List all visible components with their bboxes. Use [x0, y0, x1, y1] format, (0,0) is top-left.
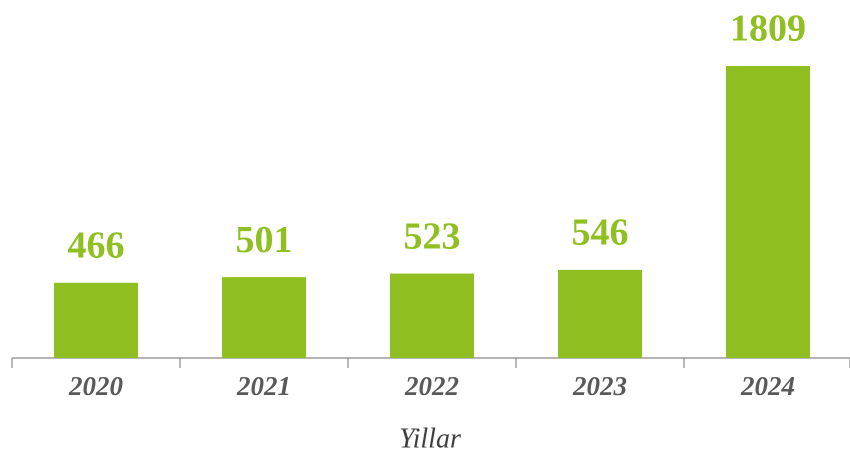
value-label: 501 [236, 219, 293, 261]
x-tick-label: 2023 [572, 371, 627, 401]
bar [54, 282, 138, 358]
bar [390, 273, 474, 358]
bar [222, 277, 306, 358]
bar [558, 269, 642, 358]
value-label: 546 [572, 212, 629, 254]
bar [726, 66, 810, 358]
x-tick-label: 2021 [236, 371, 291, 401]
x-tick-label: 2022 [404, 371, 459, 401]
x-tick-label: 2024 [740, 371, 795, 401]
value-label: 523 [404, 215, 461, 257]
x-axis-title: Yillar [399, 423, 461, 454]
x-tick-label: 2020 [68, 371, 124, 401]
value-label: 1809 [730, 8, 806, 50]
value-label: 466 [68, 224, 125, 266]
